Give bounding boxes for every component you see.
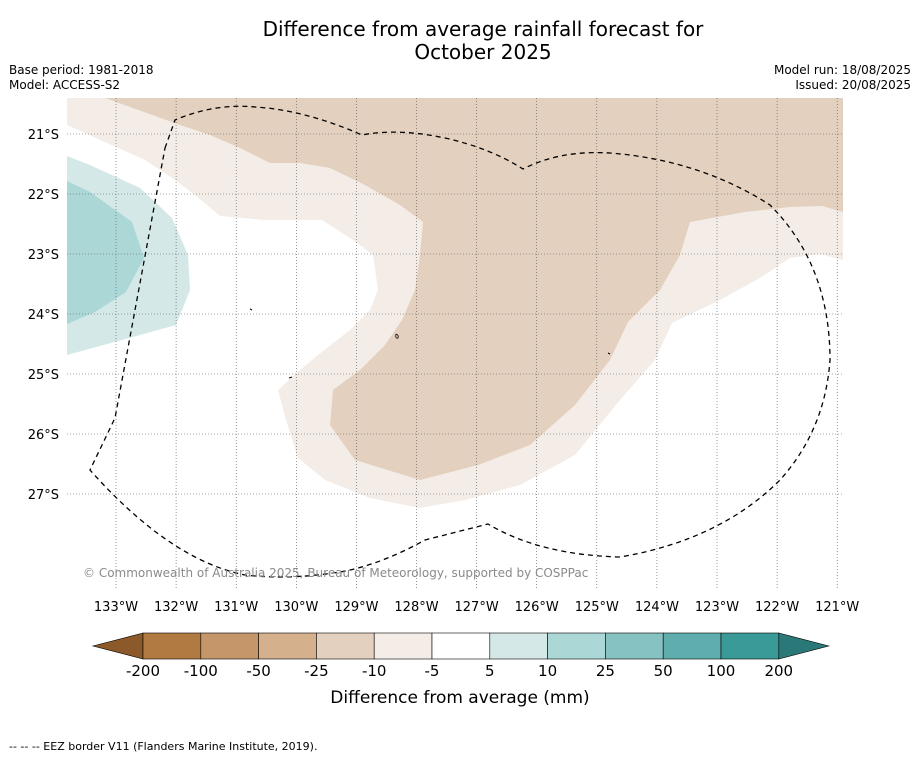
colorbar-extend-low (91, 632, 144, 660)
island-speck (288, 376, 293, 379)
map-area (67, 98, 843, 590)
lon-label: 122°W (755, 600, 799, 615)
colorbar-swatch (373, 632, 433, 660)
lon-label: 132°W (154, 600, 198, 615)
island-speck (395, 333, 399, 339)
lat-label: 21°S (28, 128, 59, 143)
lon-label: 128°W (394, 600, 438, 615)
colorbar-swatch (547, 632, 606, 660)
lat-label: 24°S (28, 308, 59, 323)
colorbar-tick-labels: -200 -100 -50 -25 -10 -5 5 10 25 50 100 200 (126, 662, 793, 680)
base-period: Base period: 1981-2018 (9, 63, 154, 77)
colorbar-title: Difference from average (mm) (330, 688, 589, 708)
issued-date: Issued: 20/08/2025 (795, 78, 911, 92)
chart-title: Difference from average rainfall forecas… (0, 18, 919, 64)
lat-label: 26°S (28, 428, 59, 443)
colorbar-tick-label: 50 (654, 662, 673, 680)
model-name: Model: ACCESS-S2 (9, 78, 121, 92)
eez-legend-note: -- -- -- EEZ border V11 (Flanders Marine… (9, 740, 318, 753)
colorbar-tick-label: 25 (596, 662, 615, 680)
lat-label: 22°S (28, 188, 59, 203)
colorbar-tick-label: 100 (707, 662, 736, 680)
lon-label: 121°W (815, 600, 859, 615)
colorbar-swatch (316, 632, 375, 660)
longitude-labels: 133°W 132°W 131°W 130°W 129°W 128°W 127°W 126°W… (94, 600, 860, 615)
lat-label: 25°S (28, 368, 59, 383)
lon-label: 133°W (94, 600, 138, 615)
colorbar-extend-high (778, 632, 830, 660)
colorbar-tick-label: 5 (485, 662, 495, 680)
latitude-labels: 21°S 22°S 23°S 24°S 25°S 26°S 27°S (28, 128, 59, 503)
lon-label: 125°W (575, 600, 619, 615)
colorbar-tick-label: 10 (538, 662, 557, 680)
lon-label: 127°W (455, 600, 499, 615)
lon-label: 126°W (515, 600, 559, 615)
lon-label: 129°W (334, 600, 378, 615)
colorbar-tick-label: -100 (184, 662, 218, 680)
model-run: Model run: 18/08/2025 (773, 63, 911, 77)
colorbar-swatch (662, 632, 722, 660)
colorbar-swatch (431, 632, 491, 660)
colorbar-tick-label: -10 (362, 662, 387, 680)
colorbar-tick-label: 200 (764, 662, 793, 680)
lon-label: 131°W (214, 600, 258, 615)
colorbar-swatch (258, 632, 317, 660)
colorbar-swatch (720, 632, 780, 660)
meta-right: Model run: 18/08/2025 Issued: 20/08/2025 (774, 63, 911, 93)
lon-label: 130°W (274, 600, 318, 615)
colorbar (91, 632, 830, 660)
copyright-notice: © Commonwealth of Australia 2025, Bureau… (83, 566, 588, 580)
meta-left: Base period: 1981-2018 Model: ACCESS-S2 (9, 63, 154, 93)
lat-label: 27°S (28, 488, 59, 503)
colorbar-tick-label: -200 (126, 662, 160, 680)
colorbar-tick-label: -5 (425, 662, 440, 680)
lon-label: 124°W (635, 600, 679, 615)
lat-label: 23°S (28, 248, 59, 263)
island-speck (249, 308, 253, 311)
colorbar-swatch (489, 632, 548, 660)
colorbar-swatch (605, 632, 664, 660)
colorbar-swatch (142, 632, 202, 660)
gridlines (67, 98, 843, 590)
colorbar-swatch (200, 632, 259, 660)
title-line-1: Difference from average rainfall forecas… (262, 17, 704, 41)
island-speck (607, 352, 611, 355)
colorbar-tick-label: -25 (304, 662, 329, 680)
lon-label: 123°W (695, 600, 739, 615)
dry-mid-region (105, 98, 843, 480)
colorbar-tick-label: -50 (246, 662, 271, 680)
wet-mid-region (67, 181, 144, 324)
eez-border (89, 105, 831, 578)
title-line-2: October 2025 (414, 40, 552, 64)
